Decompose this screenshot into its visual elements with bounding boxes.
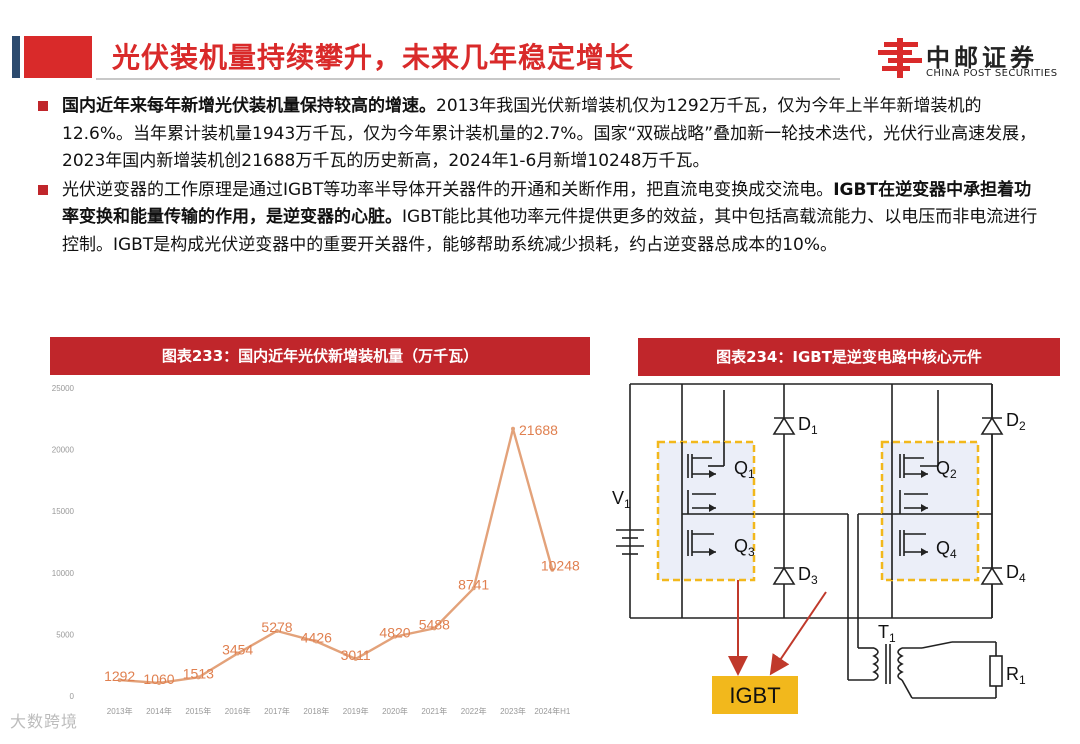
right-igbt-highlight [880,440,980,582]
data-point [196,675,201,680]
data-point [235,651,240,656]
transistor-arrowheads [709,470,928,556]
label-d2: D2 [1006,410,1026,433]
data-label: 4426 [301,629,332,645]
data-point [471,586,476,591]
x-tick-label: 2022年 [461,706,487,716]
data-point [314,639,319,644]
header-divider [96,78,840,80]
x-tick-label: 2017年 [264,706,290,716]
bullet-lead-text: 国内近年来每年新增光伏装机量保持较高的增速。 [62,96,436,116]
data-point [432,626,437,631]
label-v1: V1 [612,488,631,511]
data-label: 10248 [541,558,580,574]
data-label: 3454 [222,641,253,657]
bullet-square-icon [38,101,48,111]
label-q4: Q4 [936,538,957,561]
bullet-square-icon [38,184,48,195]
x-tick-label: 2024年H1 [534,706,571,716]
data-label: 4820 [379,625,410,641]
resistor-r1-icon [989,655,1003,687]
x-tick-label: 2021年 [421,706,447,716]
label-d3: D3 [798,564,818,587]
x-tick-label: 2019年 [343,706,369,716]
label-t1: T1 [878,622,896,645]
y-tick-label: 25000 [52,384,75,393]
label-igbt: IGBT [729,683,780,708]
page-title: 光伏装机量持续攀升，未来几年稳定增长 [112,41,635,74]
x-tick-label: 2016年 [225,706,251,716]
diagram-title-banner: 图表234：IGBT是逆变电路中核心元件 [638,338,1060,376]
bullet-body-text: IGBT能比其他功率元件提供更多的效益，其中包括高载流能力、以电压而非电流进行控… [62,207,1038,255]
data-label: 8741 [458,576,489,592]
data-label: 1292 [104,668,135,684]
bullet-list: 国内近年来每年新增光伏装机量保持较高的增速。2013年我国光伏新增装机仅为129… [38,93,1038,259]
x-tick-label: 2014年 [146,706,172,716]
y-tick-label: 15000 [52,507,75,516]
y-tick-label: 0 [70,692,75,701]
label-d1: D1 [798,414,818,437]
x-tick-label: 2020年 [382,706,408,716]
data-point [353,656,358,661]
label-q2: Q2 [936,458,957,481]
transistor-symbols [681,442,978,580]
data-label: 5278 [261,619,292,635]
bullet-item-installations: 国内近年来每年新增光伏装机量保持较高的增速。2013年我国光伏新增装机仅为129… [38,93,1038,176]
inverter-circuit-diagram: Q1 Q3 Q2 Q4 D1 D3 D2 D4 V1 T1 R1 IGBT [612,383,1026,714]
data-point [550,567,555,572]
diode-symbols [772,416,1004,687]
logo-chinese-text: 中邮证券 [926,44,1038,72]
header-accent-bar [12,36,20,78]
bullet-item-igbt: 光伏逆变器的工作原理是通过IGBT等功率半导体开关器件的开通和关断作用，把直流电… [38,177,1038,260]
data-point [157,680,161,685]
data-label: 21688 [519,422,558,438]
diode-d2-icon [980,416,1004,435]
diode-d3-icon [772,566,796,585]
x-tick-label: 2018年 [303,706,329,716]
x-tick-label: 2023年 [500,706,526,716]
label-q1: Q1 [734,458,755,481]
data-point [117,678,122,683]
x-tick-label: 2013年 [107,706,133,716]
diode-d4-icon [980,566,1004,585]
x-tick-label: 2015年 [185,706,211,716]
y-tick-label: 20000 [52,446,75,455]
label-r1: R1 [1006,664,1026,687]
data-point [275,628,279,633]
data-label: 1513 [183,665,214,681]
logo-english-text: CHINA POST SECURITIES [926,68,1058,79]
data-label: 1060 [143,671,174,687]
y-tick-label: 5000 [56,630,74,639]
diode-d1-icon [772,416,796,435]
data-point [511,426,515,431]
data-label: 3011 [341,647,371,663]
china-post-logo-icon [878,38,922,78]
bullet-body-text: 光伏逆变器的工作原理是通过IGBT等功率半导体开关器件的开通和关断作用，把直流电… [62,179,834,200]
left-igbt-highlight [656,440,756,582]
chart-title-banner: 图表233：国内近年光伏新增装机量（万千瓦） [50,337,590,375]
company-logo: 中邮证券 CHINA POST SECURITIES [878,38,1058,80]
data-label: 5488 [419,616,450,632]
igbt-label-box [712,676,798,714]
bullet-emphasis-text: IGBT在逆变器中承担着功率变换和能量传输的作用，是逆变器的心脏。 [62,179,1032,228]
data-point [393,634,397,639]
watermark-text: 大数跨境 [10,712,79,731]
label-d4: D4 [1006,562,1026,585]
label-q3: Q3 [734,536,755,559]
pv-installations-line-chart: 0 5000 10000 15000 20000 25000 2013年 2014年 2015年… [52,384,580,716]
series-line [119,427,554,685]
y-tick-label: 10000 [52,569,75,578]
header-accent-block [24,36,92,78]
bullet-body-text: 2013年我国光伏新增装机仅为1292万千瓦，仅为今年上半年新增装机的12.6%… [62,96,1037,171]
